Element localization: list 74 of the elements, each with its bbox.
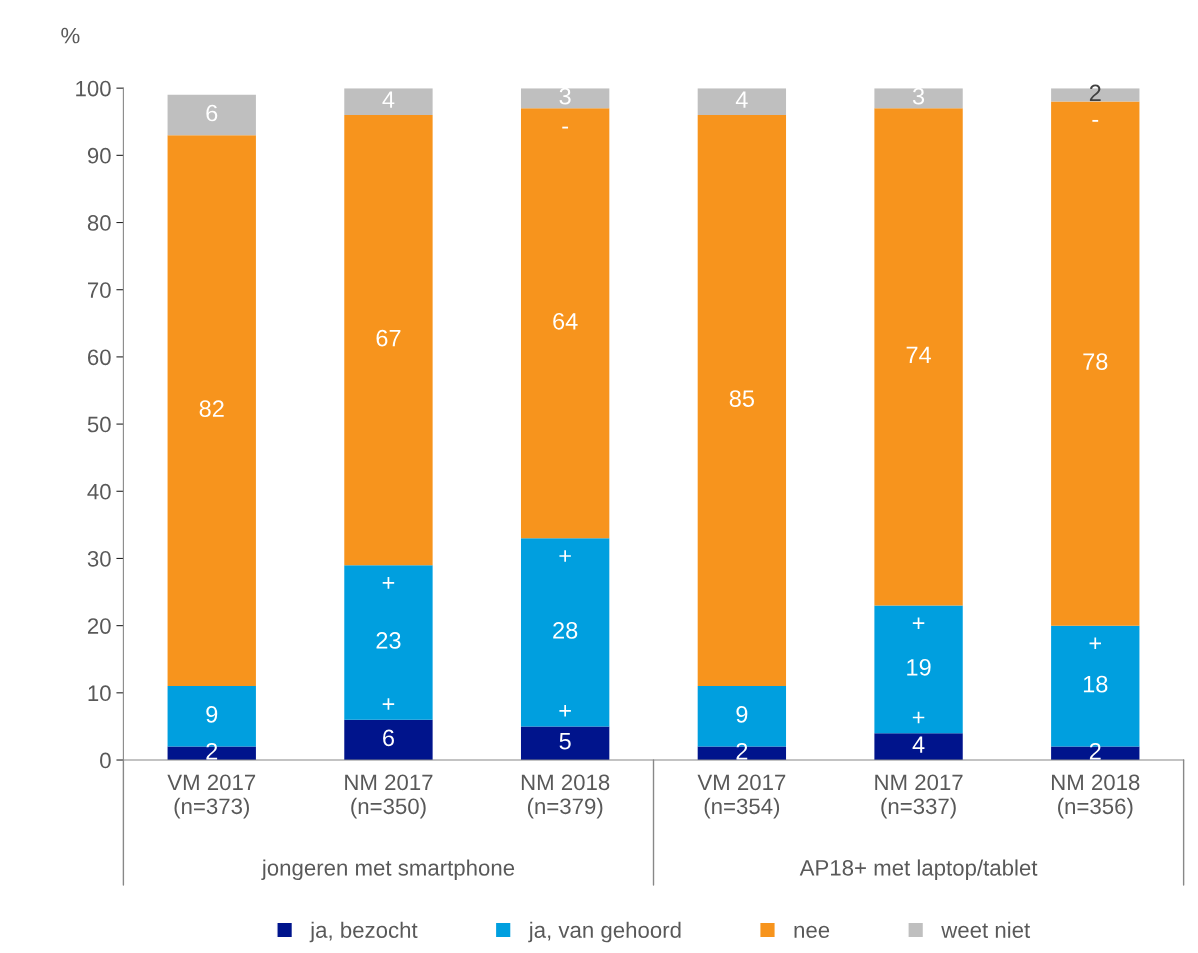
y-tick-label: 70 — [88, 282, 111, 298]
annotation: + — [912, 617, 925, 629]
bar — [697, 88, 787, 116]
x-tick-label: VM 2017 (n=354) — [697, 774, 786, 819]
data-label: 67 — [376, 329, 401, 347]
x-tick-label: NM 2017 (n=337) — [875, 774, 963, 819]
annotation: - — [1092, 119, 1099, 122]
bar — [344, 719, 433, 761]
y-tick-label: 80 — [87, 215, 111, 231]
y-axis-title: % — [61, 27, 80, 44]
data-label: 6 — [206, 104, 218, 122]
bar — [344, 115, 433, 566]
data-label: 23 — [376, 632, 401, 649]
data-label: 28 — [553, 621, 578, 639]
annotation: + — [912, 711, 925, 724]
bar — [520, 538, 610, 727]
bar — [874, 605, 963, 734]
bar — [874, 88, 963, 109]
y-tick-label: 30 — [87, 550, 111, 567]
annotation: - — [562, 126, 569, 129]
data-label: 2 — [1089, 742, 1101, 760]
bar — [520, 726, 610, 761]
y-tick-label: 60 — [88, 349, 111, 366]
data-label: 2 — [206, 742, 218, 760]
bar — [520, 108, 610, 539]
text: AP18+ met laptop/tablet — [799, 859, 1038, 881]
bar — [167, 94, 256, 136]
annotation: + — [382, 577, 395, 589]
data-label: 2 — [1089, 84, 1101, 101]
data-label: 64 — [553, 312, 578, 330]
legend-label: nee — [794, 925, 830, 938]
x-tick-label: NM 2018 (n=379) — [521, 774, 610, 819]
data-label: 9 — [736, 705, 748, 723]
legend-label: ja, van gehoord — [528, 921, 681, 943]
y-tick-label: 10 — [88, 685, 111, 702]
data-label: 3 — [912, 87, 925, 105]
bar — [167, 135, 256, 687]
bar — [874, 108, 963, 606]
data-label: 82 — [199, 400, 224, 417]
bar — [1051, 101, 1140, 626]
data-label: 6 — [383, 729, 394, 747]
y-tick-label: 50 — [87, 416, 111, 433]
data-label: 85 — [729, 390, 754, 407]
data-label: 5 — [559, 733, 571, 750]
annotation: + — [382, 698, 395, 710]
x-tick-label: VM 2017 (n=373) — [167, 774, 256, 819]
annotation: + — [559, 705, 571, 717]
bar — [520, 88, 610, 109]
data-label: 74 — [906, 346, 932, 363]
y-tick-label: 100 — [76, 80, 111, 97]
y-tick-label: 40 — [87, 483, 111, 500]
data-label: 4 — [735, 91, 748, 108]
bar — [874, 733, 963, 761]
y-tick-label: 20 — [87, 618, 111, 634]
x-tick-label: NM 2018 (n=356) — [1052, 774, 1140, 819]
data-label: 19 — [907, 658, 931, 676]
annotation: + — [1089, 637, 1101, 650]
data-label: 18 — [1083, 675, 1108, 693]
bar — [344, 565, 433, 720]
data-label: 3 — [559, 87, 571, 105]
legend-label: ja, bezocht — [309, 921, 418, 943]
data-label: 78 — [1083, 353, 1108, 370]
text: jongeren met smartphone — [261, 859, 515, 881]
data-label: 2 — [736, 742, 748, 760]
data-label: 4 — [382, 91, 395, 108]
y-tick-label: 90 — [87, 147, 111, 164]
annotation: + — [559, 550, 571, 562]
y-tick-label: 0 — [100, 752, 111, 769]
data-label: 9 — [206, 705, 218, 723]
data-label: 4 — [912, 736, 925, 753]
bar — [344, 88, 433, 116]
bar — [697, 115, 787, 687]
x-tick-label: NM 2017 (n=350) — [345, 774, 433, 819]
legend-label: weet niet — [941, 921, 1031, 938]
